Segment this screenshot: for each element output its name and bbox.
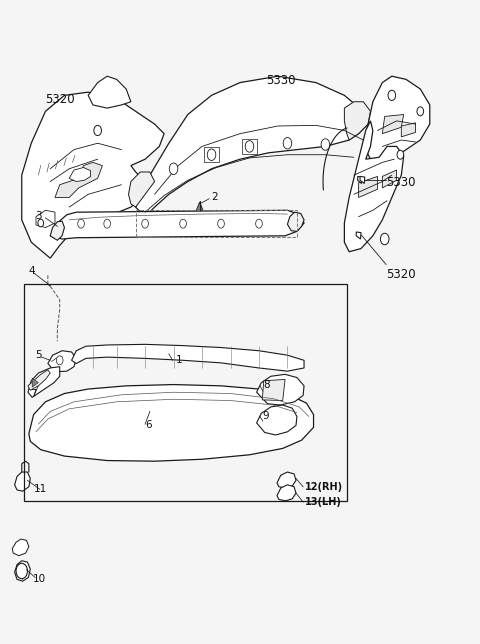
Circle shape	[169, 163, 178, 175]
Text: 4: 4	[29, 266, 36, 276]
Polygon shape	[360, 176, 365, 184]
Text: 11: 11	[34, 484, 47, 495]
Text: 5320: 5320	[386, 268, 416, 281]
Polygon shape	[72, 345, 304, 371]
Circle shape	[207, 149, 216, 160]
Text: 5320: 5320	[46, 93, 75, 106]
Circle shape	[78, 219, 84, 228]
Text: 6: 6	[145, 421, 152, 430]
Text: 12(RH): 12(RH)	[304, 482, 343, 492]
Polygon shape	[136, 76, 368, 216]
Text: 13(LH): 13(LH)	[304, 497, 341, 507]
Polygon shape	[129, 172, 155, 207]
Polygon shape	[358, 176, 361, 184]
Circle shape	[218, 219, 224, 228]
Polygon shape	[277, 472, 296, 488]
Polygon shape	[36, 211, 55, 227]
Ellipse shape	[202, 402, 240, 428]
Text: 1: 1	[176, 355, 182, 365]
Bar	[24, 284, 347, 501]
Polygon shape	[204, 147, 219, 162]
Text: 8: 8	[263, 379, 269, 390]
Polygon shape	[356, 232, 361, 239]
Polygon shape	[288, 212, 304, 231]
Polygon shape	[55, 162, 102, 198]
Polygon shape	[344, 102, 371, 140]
Polygon shape	[383, 170, 396, 188]
Polygon shape	[88, 76, 131, 108]
Circle shape	[321, 138, 330, 150]
Polygon shape	[48, 351, 76, 372]
Circle shape	[104, 219, 110, 228]
Polygon shape	[69, 167, 91, 182]
Polygon shape	[383, 115, 404, 134]
Circle shape	[256, 219, 262, 228]
Polygon shape	[401, 123, 416, 137]
Circle shape	[245, 140, 254, 152]
Circle shape	[142, 219, 148, 228]
Polygon shape	[242, 138, 257, 154]
Circle shape	[417, 107, 424, 116]
Polygon shape	[366, 76, 430, 159]
Circle shape	[38, 219, 44, 227]
Text: 5: 5	[35, 350, 42, 360]
Polygon shape	[359, 176, 378, 198]
Polygon shape	[22, 92, 164, 258]
Circle shape	[94, 126, 101, 136]
Polygon shape	[14, 472, 30, 491]
Polygon shape	[257, 374, 304, 405]
Polygon shape	[344, 121, 404, 252]
Polygon shape	[32, 378, 38, 387]
Circle shape	[397, 150, 404, 159]
Polygon shape	[28, 370, 50, 390]
Polygon shape	[257, 405, 297, 435]
Circle shape	[381, 233, 389, 245]
Circle shape	[283, 137, 292, 149]
Circle shape	[388, 90, 396, 100]
Polygon shape	[29, 384, 313, 461]
Text: 7: 7	[30, 389, 37, 399]
Ellipse shape	[88, 408, 126, 433]
Circle shape	[16, 564, 27, 579]
Polygon shape	[14, 561, 30, 581]
Text: 10: 10	[33, 574, 46, 584]
Polygon shape	[50, 221, 64, 240]
Circle shape	[56, 356, 63, 365]
Text: 3: 3	[35, 211, 42, 221]
Polygon shape	[277, 485, 296, 501]
Polygon shape	[196, 202, 203, 211]
Text: 5330: 5330	[386, 176, 416, 189]
Text: 9: 9	[263, 411, 269, 421]
Polygon shape	[262, 379, 285, 401]
Text: 2: 2	[212, 192, 218, 202]
Polygon shape	[12, 539, 29, 556]
Text: 5330: 5330	[266, 74, 296, 87]
Circle shape	[180, 219, 186, 228]
Polygon shape	[50, 211, 304, 239]
Polygon shape	[28, 366, 60, 397]
